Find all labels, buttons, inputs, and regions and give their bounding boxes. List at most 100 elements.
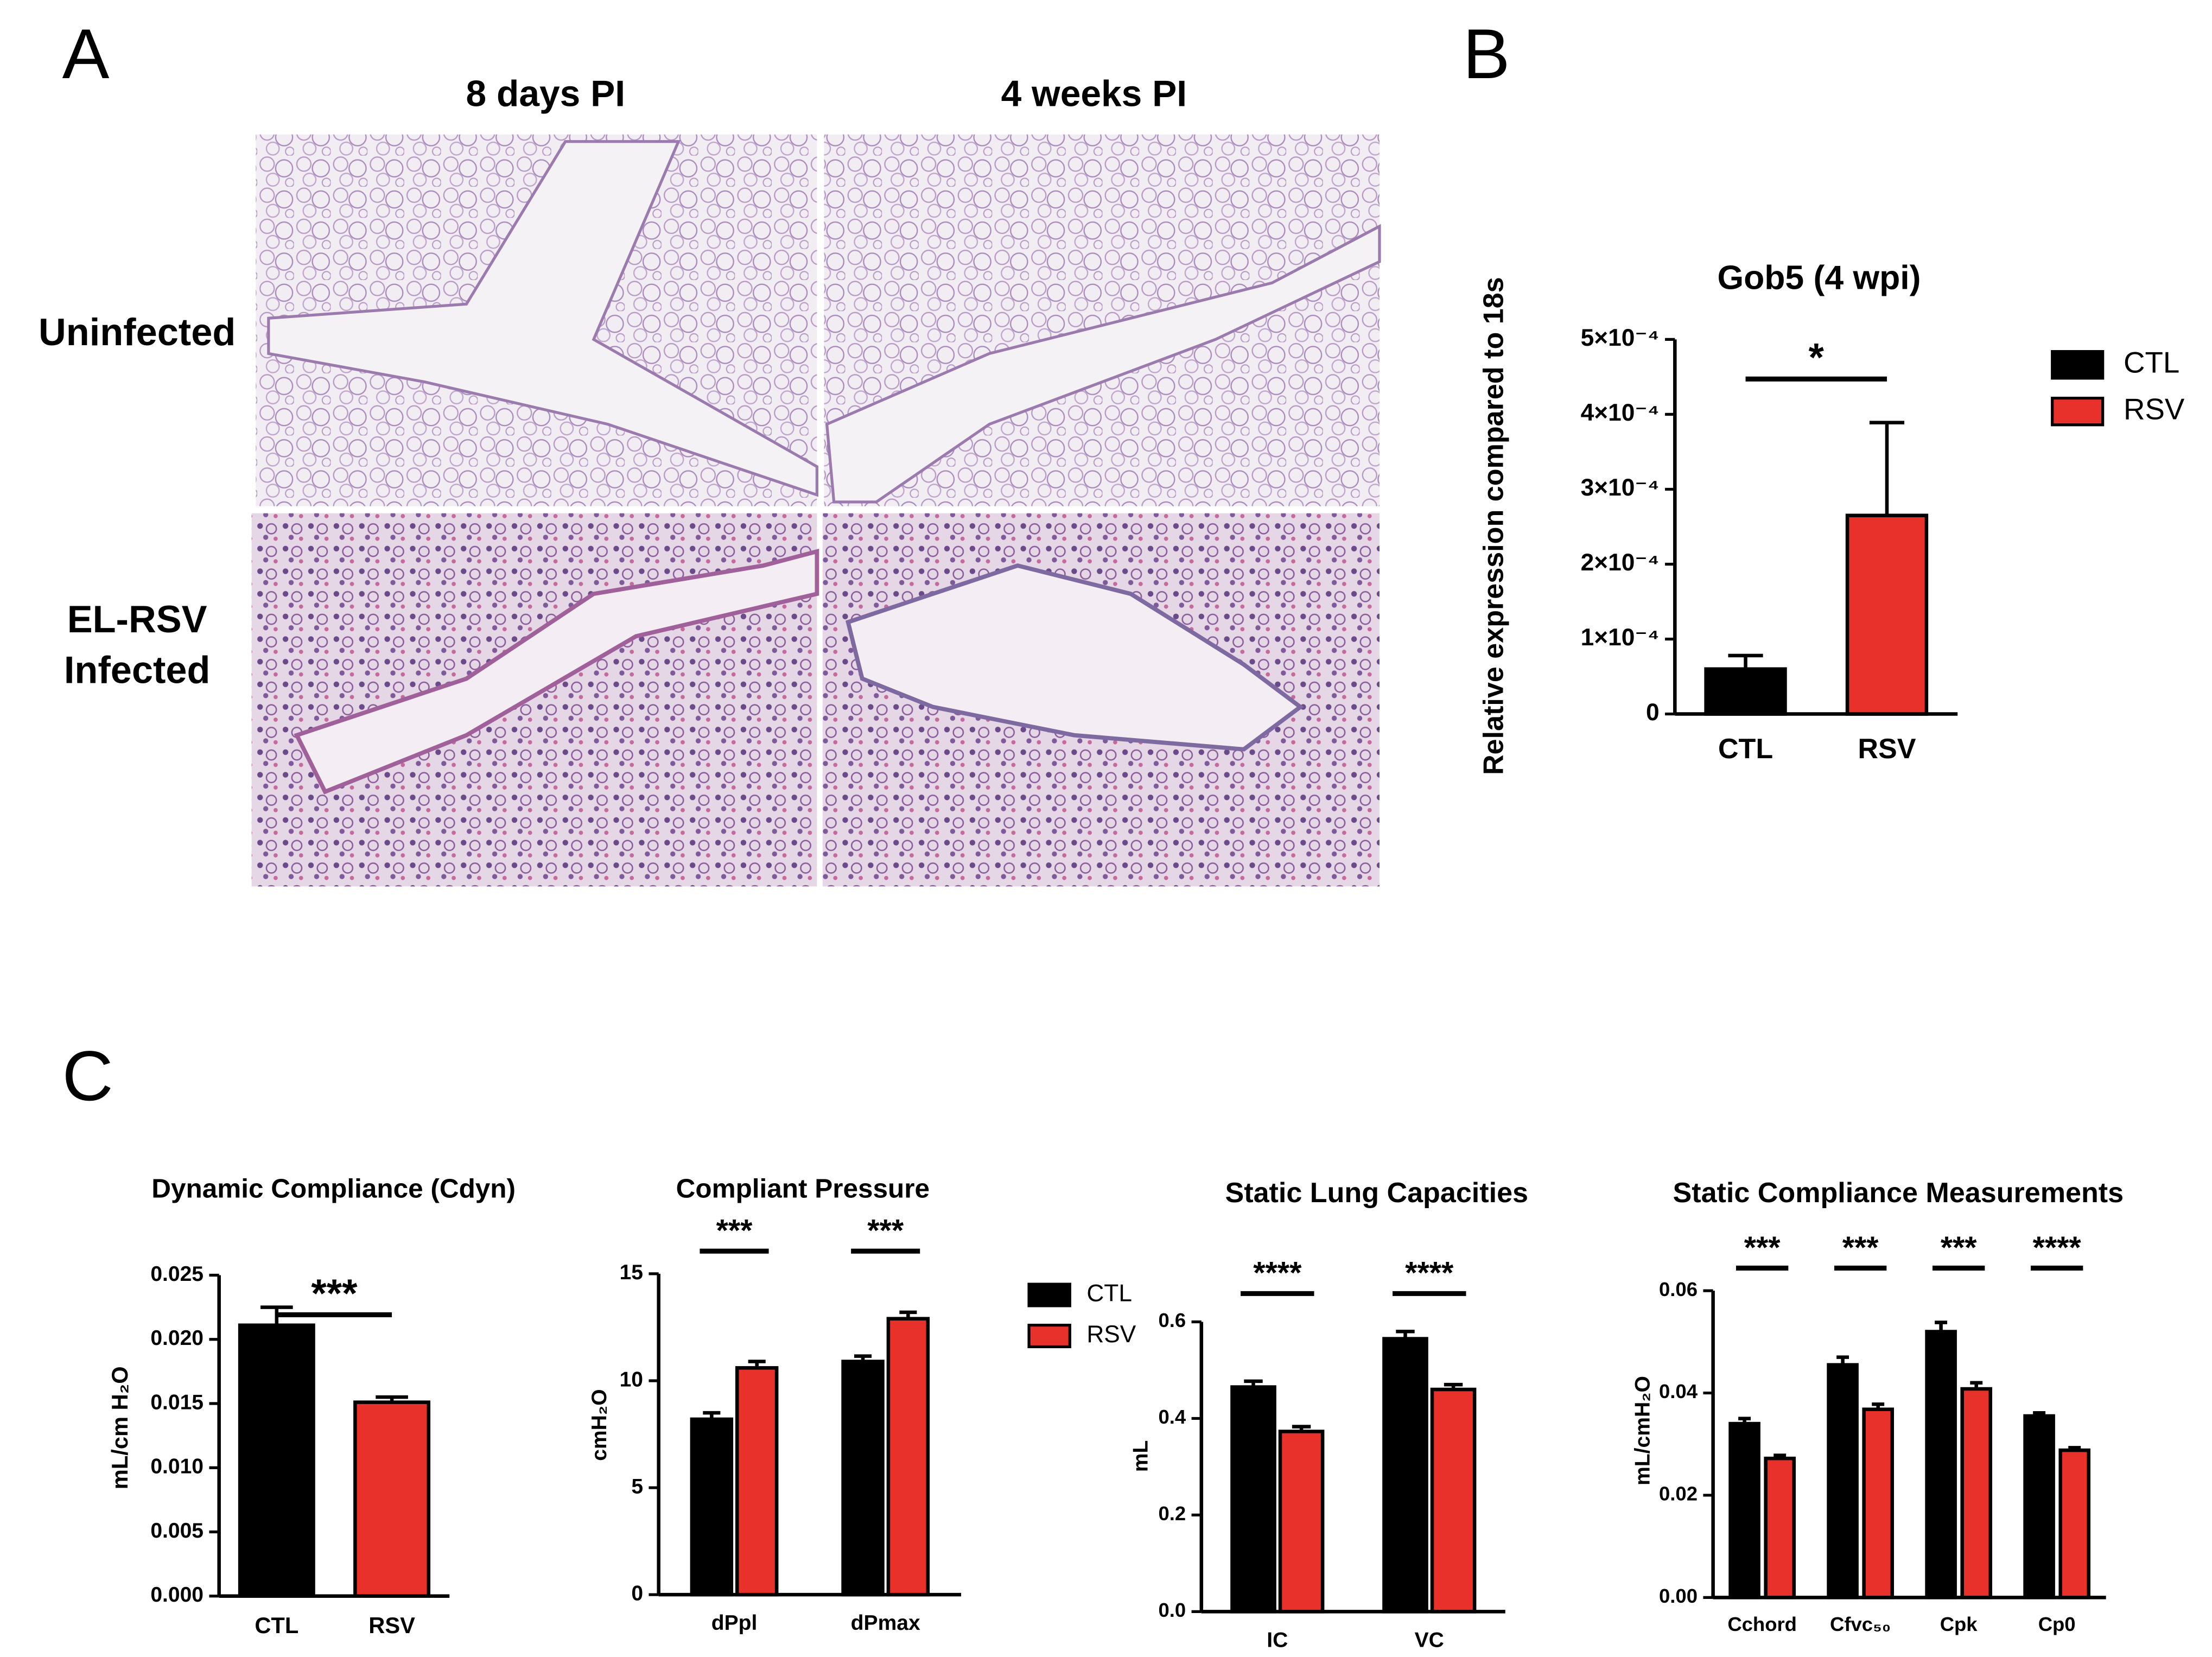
bar bbox=[1704, 667, 1787, 716]
panel-label: B bbox=[1463, 14, 1510, 93]
bar bbox=[2058, 1448, 2091, 1599]
bar bbox=[1278, 1430, 1325, 1614]
column-label: 8 days PI bbox=[466, 73, 626, 114]
error-bar bbox=[1292, 1425, 1311, 1432]
legend-swatch bbox=[2051, 396, 2105, 427]
x-tick-label: RSV bbox=[368, 1612, 415, 1638]
y-tick-label: 0.015 bbox=[150, 1391, 204, 1414]
y-tick-label: 0.00 bbox=[1659, 1585, 1698, 1607]
error-bar bbox=[899, 1310, 917, 1319]
legend-label: RSV bbox=[1086, 1321, 1136, 1348]
error-bar bbox=[2068, 1446, 2081, 1451]
row-label: Uninfected bbox=[39, 310, 236, 353]
bar bbox=[1382, 1337, 1428, 1614]
chart-title: Dynamic Compliance (Cdyn) bbox=[151, 1173, 516, 1203]
legend-swatch bbox=[1027, 1323, 1071, 1349]
significance-label: *** bbox=[1744, 1230, 1781, 1265]
significance-label: **** bbox=[2033, 1230, 2082, 1265]
x-tick-label: Cfvc₅₀ bbox=[1830, 1613, 1891, 1635]
bar bbox=[1430, 1387, 1477, 1614]
legend-swatch bbox=[2051, 350, 2105, 380]
significance-label: *** bbox=[1941, 1230, 1978, 1265]
y-tick-label: 0 bbox=[631, 1582, 643, 1605]
bar bbox=[841, 1360, 885, 1597]
bar bbox=[1827, 1363, 1859, 1599]
y-tick-label: 15 bbox=[620, 1261, 643, 1284]
significance-label: **** bbox=[1405, 1256, 1454, 1291]
chart: Dynamic Compliance (Cdyn) mL/cm H₂O 0.000 0… bbox=[107, 1173, 516, 1638]
bar bbox=[1960, 1387, 1993, 1599]
error-bar bbox=[1836, 1355, 1849, 1365]
bar bbox=[353, 1400, 431, 1598]
y-axis-label: mL/cmH₂O bbox=[1631, 1376, 1654, 1485]
x-tick-label: CTL bbox=[1718, 733, 1773, 765]
airway bbox=[825, 224, 1381, 504]
chart: Compliant Pressure cmH₂O 0 5 10 15 dPpl dPmax **… bbox=[588, 1173, 1136, 1635]
error-bar bbox=[1970, 1381, 1983, 1389]
legend-label: CTL bbox=[2124, 346, 2179, 379]
y-tick-label: 1×10⁻⁴ bbox=[1581, 624, 1660, 651]
y-axis-label: mL/cm H₂O bbox=[107, 1366, 132, 1489]
bar bbox=[886, 1317, 930, 1597]
significance-label: *** bbox=[311, 1272, 358, 1316]
y-tick-label: 0.025 bbox=[150, 1262, 204, 1286]
charts: Gob5 (4 wpi) Relative expression compared… bbox=[107, 258, 2185, 1652]
y-tick-label: 0.005 bbox=[150, 1519, 204, 1542]
y-axis-label: mL bbox=[1129, 1440, 1153, 1472]
error-bar bbox=[1738, 1417, 1751, 1424]
y-tick-label: 10 bbox=[620, 1368, 643, 1391]
error-bar bbox=[1244, 1379, 1263, 1387]
x-tick-label: CTL bbox=[255, 1612, 298, 1638]
bar bbox=[238, 1323, 315, 1598]
airway bbox=[294, 548, 819, 795]
y-tick-label: 0.0 bbox=[1158, 1599, 1186, 1621]
x-tick-label: dPmax bbox=[851, 1611, 920, 1635]
chart-title: Static Lung Capacities bbox=[1225, 1177, 1528, 1209]
y-tick-label: 0.000 bbox=[150, 1583, 204, 1607]
x-tick-label: VC bbox=[1415, 1628, 1444, 1652]
histology-panel bbox=[251, 134, 1381, 887]
error-bar bbox=[1869, 421, 1905, 516]
y-tick-label: 0.04 bbox=[1659, 1380, 1698, 1402]
y-tick-label: 3×10⁻⁴ bbox=[1581, 474, 1660, 501]
chart-title: Gob5 (4 wpi) bbox=[1717, 258, 1921, 296]
legend-label: RSV bbox=[2124, 392, 2185, 426]
error-bar bbox=[1728, 653, 1763, 669]
y-tick-label: 0.020 bbox=[150, 1326, 204, 1350]
error-bar bbox=[2033, 1411, 2046, 1416]
y-tick-label: 0.4 bbox=[1158, 1406, 1186, 1428]
chart-title: Compliant Pressure bbox=[676, 1173, 930, 1203]
legend-label: CTL bbox=[1086, 1280, 1132, 1307]
x-tick-label: IC bbox=[1267, 1628, 1288, 1652]
significance-label: *** bbox=[716, 1214, 753, 1248]
panel-label: A bbox=[62, 14, 110, 93]
significance-label: *** bbox=[867, 1214, 904, 1248]
x-tick-label: Cpk bbox=[1940, 1613, 1978, 1635]
bar bbox=[1728, 1421, 1760, 1599]
y-tick-label: 5×10⁻⁴ bbox=[1581, 325, 1660, 351]
x-tick-label: RSV bbox=[1858, 733, 1916, 765]
legend-swatch bbox=[1027, 1283, 1071, 1307]
error-bar bbox=[376, 1395, 408, 1402]
significance-label: * bbox=[1809, 336, 1825, 380]
error-bar bbox=[1444, 1382, 1463, 1390]
bar bbox=[690, 1417, 734, 1597]
bar bbox=[1764, 1456, 1796, 1599]
panel-label: C bbox=[62, 1036, 113, 1115]
bar bbox=[735, 1366, 779, 1597]
bar bbox=[1230, 1385, 1276, 1614]
y-tick-label: 0.010 bbox=[150, 1455, 204, 1478]
chart: Gob5 (4 wpi) Relative expression compared… bbox=[1478, 258, 2185, 774]
y-tick-label: 0.6 bbox=[1158, 1309, 1186, 1331]
y-tick-label: 2×10⁻⁴ bbox=[1581, 549, 1660, 576]
y-tick-label: 0 bbox=[1646, 699, 1660, 726]
chart: Static Lung Capacities mL 0.0 0.2 0.4 0.6 IC VC… bbox=[1129, 1177, 1528, 1652]
chart-title: Static Compliance Measurements bbox=[1673, 1177, 2124, 1209]
significance-label: **** bbox=[1253, 1256, 1302, 1291]
bar bbox=[2023, 1414, 2055, 1599]
error-bar bbox=[703, 1411, 721, 1419]
significance-label: *** bbox=[1842, 1230, 1879, 1265]
y-tick-label: 0.06 bbox=[1659, 1278, 1698, 1300]
